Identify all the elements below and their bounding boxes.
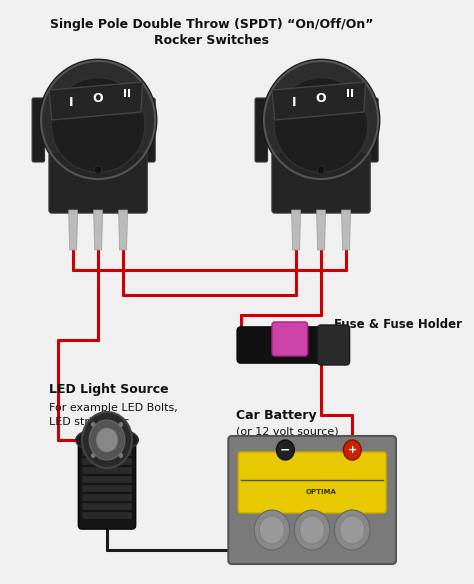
Polygon shape (118, 210, 128, 250)
Polygon shape (272, 82, 365, 120)
FancyBboxPatch shape (82, 513, 132, 519)
FancyBboxPatch shape (82, 468, 132, 474)
Text: LED strips, etc: LED strips, etc (49, 417, 129, 427)
FancyBboxPatch shape (228, 436, 396, 564)
FancyBboxPatch shape (82, 450, 132, 456)
FancyBboxPatch shape (143, 98, 155, 162)
FancyBboxPatch shape (49, 152, 147, 213)
Circle shape (260, 516, 284, 544)
FancyBboxPatch shape (272, 152, 370, 213)
Circle shape (118, 453, 123, 458)
FancyBboxPatch shape (82, 477, 132, 482)
Text: II: II (123, 89, 131, 99)
Ellipse shape (274, 78, 368, 172)
Polygon shape (49, 82, 143, 120)
Text: I: I (292, 96, 297, 109)
FancyBboxPatch shape (79, 441, 136, 529)
Polygon shape (69, 210, 78, 250)
Polygon shape (292, 210, 301, 250)
FancyBboxPatch shape (272, 322, 308, 356)
Polygon shape (317, 210, 326, 250)
Circle shape (300, 516, 325, 544)
Text: Car Battery: Car Battery (237, 408, 317, 422)
Circle shape (335, 510, 370, 550)
Text: O: O (93, 92, 103, 105)
FancyBboxPatch shape (237, 327, 325, 363)
Circle shape (254, 510, 290, 550)
Circle shape (276, 440, 294, 460)
FancyBboxPatch shape (238, 452, 386, 513)
FancyBboxPatch shape (82, 458, 132, 464)
Polygon shape (94, 210, 102, 250)
Ellipse shape (76, 427, 138, 453)
FancyBboxPatch shape (365, 98, 378, 162)
Text: Rocker Switches: Rocker Switches (154, 34, 269, 47)
Text: (or 12 volt source): (or 12 volt source) (237, 427, 339, 437)
Text: II: II (346, 89, 354, 99)
Text: Single Pole Double Throw (SPDT) “On/Off/On”: Single Pole Double Throw (SPDT) “On/Off/… (50, 18, 373, 31)
Text: LED Light Source: LED Light Source (49, 384, 169, 397)
Circle shape (91, 422, 95, 427)
Circle shape (294, 510, 330, 550)
Circle shape (340, 516, 365, 544)
FancyBboxPatch shape (318, 325, 350, 365)
Text: For example LED Bolts,: For example LED Bolts, (49, 403, 178, 413)
Circle shape (318, 166, 325, 174)
FancyBboxPatch shape (82, 485, 132, 492)
FancyBboxPatch shape (82, 503, 132, 509)
Circle shape (91, 453, 95, 458)
Text: I: I (69, 96, 73, 109)
Circle shape (343, 440, 361, 460)
Ellipse shape (51, 78, 145, 172)
Polygon shape (342, 210, 350, 250)
FancyBboxPatch shape (255, 98, 267, 162)
Circle shape (89, 420, 125, 460)
Text: −: − (280, 443, 291, 457)
Text: O: O (316, 92, 327, 105)
Ellipse shape (263, 60, 379, 180)
Circle shape (94, 166, 101, 174)
Ellipse shape (40, 60, 156, 180)
Circle shape (96, 428, 118, 452)
Text: OPTIMA: OPTIMA (306, 489, 337, 495)
Text: Fuse & Fuse Holder: Fuse & Fuse Holder (335, 318, 463, 332)
Circle shape (82, 412, 132, 468)
FancyBboxPatch shape (82, 495, 132, 500)
Text: +: + (347, 445, 357, 455)
FancyBboxPatch shape (32, 98, 45, 162)
Circle shape (118, 422, 123, 427)
